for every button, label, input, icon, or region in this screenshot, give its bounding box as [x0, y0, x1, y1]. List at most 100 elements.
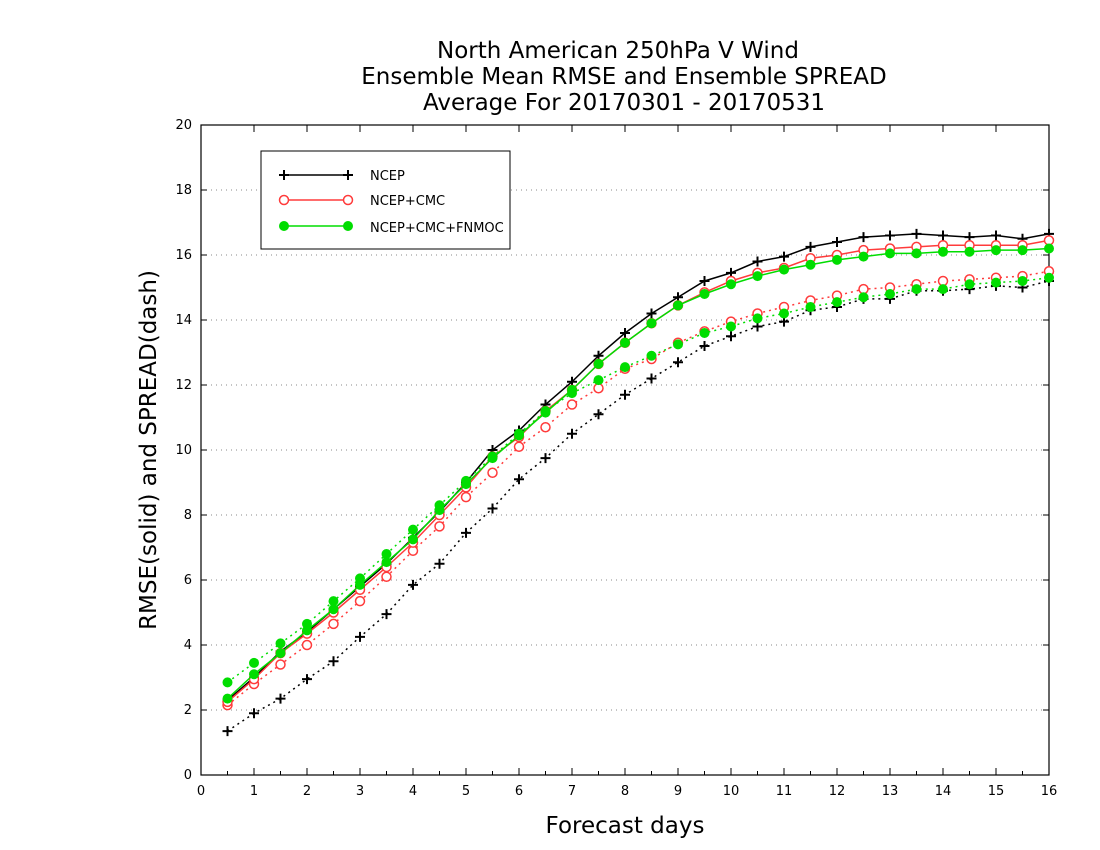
point-ncep-cmc-fnmoc-rmse-0 [222, 693, 233, 704]
point-ncep-rmse-27 [938, 230, 948, 241]
legend-label-ncep-cmc: NCEP+CMC [370, 194, 445, 209]
point-ncep-cmc-fnmoc-spread-1 [249, 657, 259, 668]
point-ncep-cmc-fnmoc-rmse-14 [593, 358, 604, 369]
x-tick-label-10: 10 [723, 784, 740, 799]
point-ncep-spread-17 [673, 357, 683, 368]
line-ncep-cmc-fnmoc-rmse [226, 247, 1050, 700]
x-tick-label-16: 16 [1041, 784, 1058, 799]
point-ncep-cmc-fnmoc-spread-28 [964, 279, 975, 290]
point-ncep-spread-2 [275, 693, 286, 704]
point-ncep-cmc-fnmoc-rmse-17 [673, 300, 683, 311]
point-ncep-cmc-fnmoc-rmse-6 [381, 557, 392, 568]
point-ncep-cmc-fnmoc-rmse-11 [514, 430, 524, 441]
point-ncep-cmc-spread-3 [301, 639, 313, 651]
x-tick-label-6: 6 [515, 784, 523, 799]
point-ncep-cmc-fnmoc-spread-18 [699, 328, 710, 338]
point-ncep-cmc-fnmoc-spread-31 [1044, 272, 1054, 283]
y-tick-label-6: 6 [184, 573, 192, 588]
point-ncep-spread-1 [249, 708, 259, 719]
x-tick-label-13: 13 [882, 784, 899, 799]
point-ncep-cmc-fnmoc-spread-20 [752, 313, 763, 324]
point-ncep-cmc-fnmoc-spread-21 [779, 308, 789, 319]
point-ncep-spread-13 [567, 428, 577, 439]
point-ncep-cmc-fnmoc-rmse-31 [1044, 243, 1054, 254]
point-ncep-cmc-fnmoc-rmse-3 [302, 625, 312, 636]
point-ncep-rmse-23 [832, 237, 842, 247]
point-ncep-cmc-spread-2 [275, 659, 286, 670]
legend-label-ncep: NCEP [370, 169, 405, 184]
line-ncep-cmc-fnmoc-spread [227, 277, 1050, 683]
point-ncep-rmse-16 [646, 308, 657, 319]
x-tick-label-11: 11 [776, 784, 793, 799]
point-ncep-spread-11 [514, 474, 524, 485]
point-ncep-cmc-fnmoc-rmse-22 [805, 259, 816, 270]
point-ncep-cmc-fnmoc-rmse-13 [567, 384, 577, 395]
point-ncep-cmc-fnmoc-spread-7 [408, 524, 418, 535]
point-ncep-rmse-21 [779, 251, 789, 262]
y-tick-label-10: 10 [175, 443, 192, 458]
point-ncep-cmc-fnmoc-rmse-26 [911, 248, 922, 259]
point-ncep-spread-8 [434, 558, 445, 569]
legend-marker-left-ncep-cmc [278, 194, 290, 206]
point-ncep-spread-7 [408, 579, 418, 590]
y-axis-label: RMSE(solid) and SPREAD(dash) [136, 270, 162, 630]
y-tick-label-18: 18 [175, 183, 192, 198]
point-ncep-cmc-spread-5 [354, 595, 366, 607]
point-ncep-rmse-29 [991, 230, 1001, 241]
point-ncep-cmc-fnmoc-spread-16 [646, 350, 657, 361]
point-ncep-cmc-fnmoc-rmse-16 [646, 318, 657, 329]
point-ncep-spread-3 [302, 674, 312, 685]
point-ncep-cmc-spread-13 [566, 399, 578, 410]
x-tick-label-2: 2 [303, 784, 311, 799]
chart-title-line-1: North American 250hPa V Wind [437, 38, 799, 64]
point-ncep-cmc-spread-8 [434, 521, 445, 532]
x-tick-label-14: 14 [935, 784, 952, 799]
line-ncep-cmc-spread [227, 270, 1050, 706]
y-tick-label-4: 4 [184, 638, 192, 653]
line-ncep-rmse [227, 233, 1050, 701]
point-ncep-spread-9 [461, 527, 471, 538]
series-ncep [222, 228, 1054, 737]
series-ncep-cmc [222, 235, 1055, 711]
point-ncep-cmc-fnmoc-rmse-24 [858, 251, 869, 262]
point-ncep-cmc-fnmoc-rmse-9 [461, 479, 471, 490]
chart-title-line-3: Average For 20170301 - 20170531 [423, 90, 825, 116]
point-ncep-cmc-fnmoc-spread-19 [726, 321, 736, 332]
line-ncep-cmc-rmse [227, 239, 1050, 703]
y-tick-label-14: 14 [175, 313, 192, 328]
point-ncep-rmse-22 [805, 241, 816, 252]
point-ncep-cmc-fnmoc-rmse-15 [620, 337, 630, 348]
point-ncep-spread-16 [646, 373, 657, 384]
x-tick-label-15: 15 [988, 784, 1005, 799]
x-tick-label-0: 0 [197, 784, 205, 799]
legend-marker-right-ncep-cmc [342, 194, 354, 206]
point-ncep-spread-5 [355, 631, 365, 642]
x-tick-label-1: 1 [250, 784, 258, 799]
legend: NCEP NCEP+CMC NCEP+CMC+FNMOC [260, 150, 511, 250]
point-ncep-rmse-24 [858, 232, 869, 243]
point-ncep-cmc-fnmoc-spread-2 [275, 638, 286, 649]
point-ncep-cmc-spread-11 [513, 441, 525, 452]
point-ncep-cmc-fnmoc-spread-23 [832, 297, 842, 308]
point-ncep-rmse-26 [911, 228, 922, 239]
point-ncep-cmc-fnmoc-rmse-19 [726, 279, 736, 290]
point-ncep-cmc-fnmoc-spread-26 [911, 284, 922, 295]
y-tick-label-20: 20 [175, 118, 192, 133]
point-ncep-cmc-fnmoc-rmse-23 [832, 254, 842, 265]
point-ncep-cmc-fnmoc-spread-15 [620, 362, 630, 373]
point-ncep-rmse-20 [752, 256, 763, 267]
point-ncep-cmc-fnmoc-rmse-28 [964, 246, 975, 257]
y-tick-label-0: 0 [184, 768, 192, 783]
point-ncep-spread-19 [726, 331, 736, 342]
point-ncep-cmc-fnmoc-rmse-27 [938, 246, 948, 257]
point-ncep-rmse-15 [620, 328, 630, 338]
point-ncep-cmc-spread-6 [381, 571, 392, 582]
point-ncep-cmc-spread-4 [328, 618, 339, 630]
point-ncep-cmc-fnmoc-rmse-4 [328, 604, 339, 615]
legend-marker-right-ncep [343, 170, 353, 180]
point-ncep-spread-4 [328, 656, 339, 667]
point-ncep-cmc-fnmoc-spread-25 [885, 289, 895, 299]
legend-label-ncep-cmc-fnmoc: NCEP+CMC+FNMOC [370, 221, 504, 236]
